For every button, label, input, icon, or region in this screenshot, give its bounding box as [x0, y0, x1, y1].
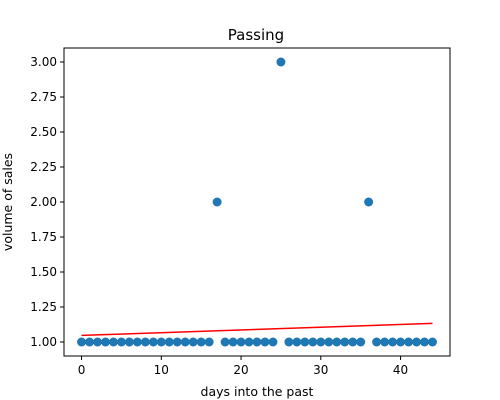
scatter-point	[85, 337, 95, 347]
scatter-point	[204, 337, 214, 347]
y-tick-label: 1.50	[30, 265, 57, 279]
scatter-point	[164, 337, 174, 347]
scatter-point	[116, 337, 126, 347]
scatter-point	[132, 337, 142, 347]
x-tick-label: 30	[313, 363, 328, 377]
scatter-point	[404, 337, 414, 347]
scatter-point	[419, 337, 429, 347]
scatter-point	[276, 57, 286, 67]
y-axis-label: volume of sales	[0, 153, 15, 251]
plot-frame	[63, 47, 451, 357]
y-tick-label: 2.75	[30, 90, 57, 104]
scatter-point	[372, 337, 382, 347]
scatter-point	[108, 337, 118, 347]
scatter-point	[340, 337, 350, 347]
scatter-point	[148, 337, 158, 347]
scatter-point	[316, 337, 326, 347]
scatter-point	[308, 337, 318, 347]
scatter-point	[268, 337, 278, 347]
scatter-point	[196, 337, 206, 347]
x-axis: 0 10 20 30 40	[78, 356, 408, 377]
trend-line	[81, 322, 433, 337]
y-tick-label: 1.25	[30, 300, 57, 314]
scatter-point	[180, 337, 190, 347]
y-tick-label: 1.75	[30, 230, 57, 244]
scatter-point	[396, 337, 406, 347]
scatter-point	[140, 337, 150, 347]
scatter-point	[124, 337, 134, 347]
y-tick-label: 2.00	[30, 195, 57, 209]
scatter-point	[236, 337, 246, 347]
scatter-point	[324, 337, 334, 347]
scatter-point	[348, 337, 358, 347]
x-tick-label: 20	[233, 363, 248, 377]
scatter-point	[292, 337, 302, 347]
scatter-point	[220, 337, 230, 347]
scatter-point	[228, 337, 238, 347]
x-axis-label: days into the past	[201, 384, 314, 399]
scatter-point	[92, 337, 102, 347]
scatter-point	[300, 337, 310, 347]
scatter-point	[252, 337, 262, 347]
scatter-point	[244, 337, 254, 347]
y-tick-label: 2.50	[30, 125, 57, 139]
y-tick-label: 2.25	[30, 160, 57, 174]
scatter-point	[188, 337, 198, 347]
scatter-point	[284, 337, 294, 347]
scatter-point	[388, 337, 398, 347]
scatter-point	[412, 337, 422, 347]
x-tick-label: 10	[154, 363, 169, 377]
scatter-point	[100, 337, 110, 347]
scatter-point	[156, 337, 166, 347]
scatter-point	[212, 197, 222, 207]
scatter-point	[260, 337, 270, 347]
x-tick-label: 0	[78, 363, 86, 377]
scatter-point	[77, 337, 87, 347]
scatter-point	[380, 337, 390, 347]
scatter-point	[332, 337, 342, 347]
y-tick-label: 1.00	[30, 335, 57, 349]
data-marks	[77, 57, 437, 347]
scatter-point	[356, 337, 366, 347]
y-tick-label: 3.00	[30, 55, 57, 69]
scatter-point	[364, 197, 374, 207]
scatter-point	[172, 337, 182, 347]
x-tick-label: 40	[393, 363, 408, 377]
chart-title: Passing	[228, 26, 284, 44]
y-axis: 1.00 1.25 1.50 1.75 2.00 2.25 2.50 2.75 3.00	[30, 55, 64, 349]
scatter-point	[427, 337, 437, 347]
